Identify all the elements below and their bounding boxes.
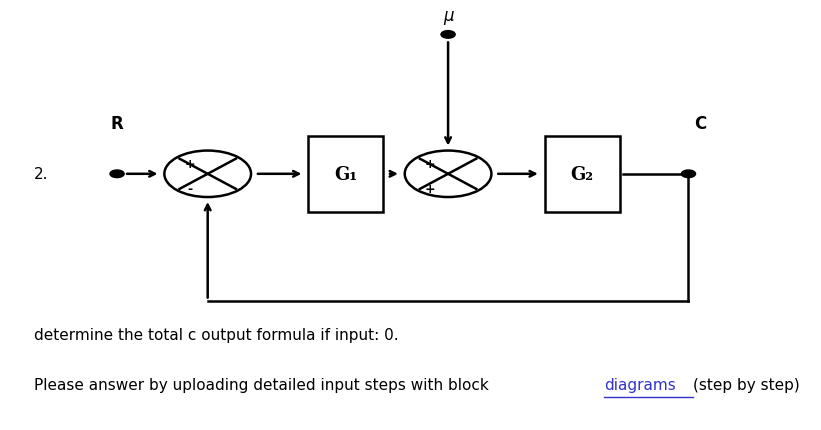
Text: Please answer by uploading detailed input steps with block: Please answer by uploading detailed inpu… [34,378,494,393]
Bar [308,136,383,212]
Text: determine the total c output formula if input: 0.: determine the total c output formula if … [34,327,399,342]
Text: μ: μ [443,7,453,25]
Text: C: C [695,114,706,132]
Text: 2.: 2. [34,167,48,182]
Text: R: R [111,114,123,132]
Text: G₂: G₂ [571,166,594,183]
Circle shape [110,171,124,178]
Text: +: + [424,182,435,195]
Text: +: + [184,157,195,170]
Circle shape [681,171,695,178]
Text: diagrams: diagrams [603,378,676,393]
Bar [544,136,620,212]
Text: -: - [187,182,192,195]
Text: G₁: G₁ [334,166,357,183]
Circle shape [441,31,455,39]
Text: (step by step): (step by step) [692,378,800,393]
Text: +: + [424,157,435,170]
